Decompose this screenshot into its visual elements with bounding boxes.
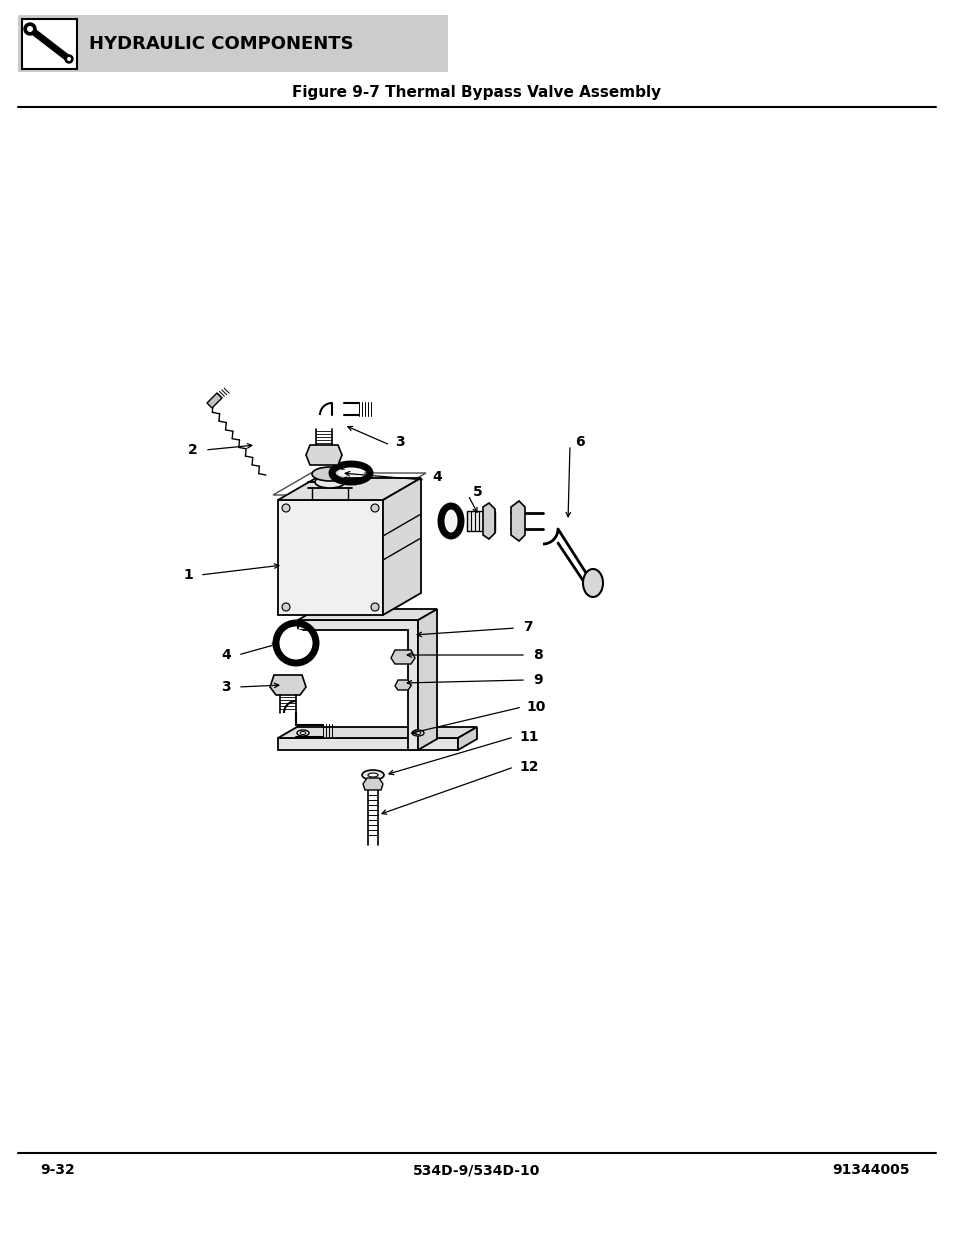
- Ellipse shape: [312, 467, 348, 480]
- Circle shape: [282, 629, 310, 657]
- Ellipse shape: [361, 769, 384, 781]
- Polygon shape: [363, 778, 382, 790]
- Bar: [277, 739, 457, 750]
- Circle shape: [371, 504, 378, 513]
- Bar: [18, 15, 448, 72]
- Text: 5: 5: [473, 485, 482, 499]
- Text: 2: 2: [188, 443, 197, 457]
- Polygon shape: [277, 478, 420, 500]
- Polygon shape: [277, 727, 476, 739]
- Text: 11: 11: [518, 730, 538, 743]
- Circle shape: [282, 603, 290, 611]
- Ellipse shape: [582, 569, 602, 597]
- Polygon shape: [395, 680, 411, 690]
- Polygon shape: [297, 620, 417, 750]
- Text: 4: 4: [221, 648, 231, 662]
- Polygon shape: [207, 393, 222, 408]
- Polygon shape: [270, 676, 306, 695]
- Text: 534D-9/534D-10: 534D-9/534D-10: [413, 1163, 540, 1177]
- Bar: [467, 511, 495, 531]
- Text: HYDRAULIC COMPONENTS: HYDRAULIC COMPONENTS: [89, 35, 354, 53]
- Ellipse shape: [299, 731, 306, 735]
- Polygon shape: [306, 445, 341, 466]
- Text: 91344005: 91344005: [832, 1163, 909, 1177]
- Bar: [277, 500, 382, 615]
- Circle shape: [371, 603, 378, 611]
- Text: 1: 1: [183, 568, 193, 582]
- Text: 8: 8: [533, 648, 542, 662]
- Ellipse shape: [446, 511, 456, 531]
- Text: 10: 10: [526, 700, 545, 714]
- Text: 3: 3: [395, 435, 404, 450]
- Ellipse shape: [337, 469, 364, 477]
- Text: 7: 7: [522, 620, 533, 634]
- Text: 9: 9: [533, 673, 542, 687]
- Text: Figure 9-7 Thermal Bypass Valve Assembly: Figure 9-7 Thermal Bypass Valve Assembly: [293, 85, 660, 100]
- Circle shape: [24, 23, 36, 35]
- Ellipse shape: [368, 773, 377, 777]
- Ellipse shape: [415, 731, 420, 735]
- Polygon shape: [511, 501, 524, 541]
- Circle shape: [27, 26, 33, 32]
- Polygon shape: [382, 478, 420, 615]
- Text: 4: 4: [432, 471, 441, 484]
- Polygon shape: [457, 727, 476, 750]
- Circle shape: [65, 56, 73, 63]
- Polygon shape: [417, 609, 436, 750]
- Text: 12: 12: [518, 760, 538, 774]
- Polygon shape: [391, 650, 415, 664]
- Ellipse shape: [412, 730, 423, 736]
- Polygon shape: [482, 503, 495, 538]
- Circle shape: [282, 504, 290, 513]
- Bar: [22, 19, 77, 69]
- Text: 3: 3: [221, 680, 231, 694]
- Text: 6: 6: [575, 435, 584, 450]
- Circle shape: [67, 57, 71, 61]
- Polygon shape: [297, 609, 436, 620]
- Ellipse shape: [314, 475, 345, 488]
- Text: 9-32: 9-32: [40, 1163, 74, 1177]
- Ellipse shape: [296, 730, 309, 736]
